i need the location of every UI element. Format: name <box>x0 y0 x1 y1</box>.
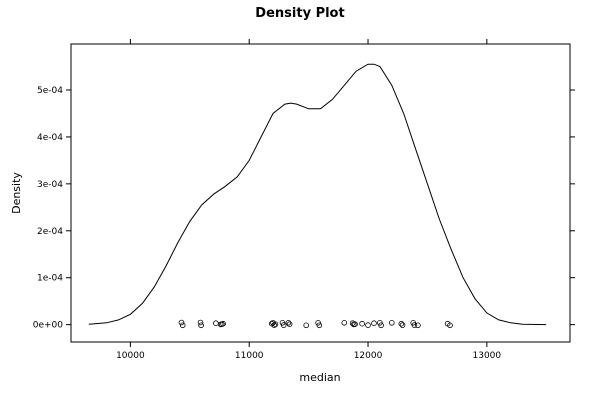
rug-point <box>272 321 279 328</box>
rug-point <box>398 320 405 327</box>
rug-point <box>341 319 348 326</box>
density-curve <box>88 63 547 326</box>
rug-point <box>285 319 292 326</box>
rug-point <box>213 320 219 327</box>
rug-point <box>388 319 395 326</box>
rug-point <box>359 320 365 327</box>
x-tick-label: 10000 <box>116 351 145 361</box>
rug-point <box>371 320 377 327</box>
y-tick-label: 1e-04 <box>37 274 63 284</box>
plot-frame <box>70 43 571 343</box>
rug-point <box>220 320 226 327</box>
rug-point <box>352 321 358 328</box>
rug-point <box>198 322 204 329</box>
y-tick-label: 3e-04 <box>37 180 63 190</box>
rug-point <box>447 322 453 329</box>
rug-point <box>271 322 278 328</box>
rug-point <box>179 322 186 329</box>
plot-area <box>88 63 547 329</box>
rug-point <box>399 322 406 328</box>
x-tick-label: 13000 <box>473 351 502 361</box>
chart-title: Density Plot <box>255 6 344 21</box>
x-tick-label: 12000 <box>354 351 383 361</box>
y-tick-label: 5e-04 <box>37 86 63 96</box>
rug-point <box>178 319 185 326</box>
x-axis: 10000 11000 12000 13000 <box>116 39 501 361</box>
rug-point <box>411 322 418 328</box>
y-axis: 0e+00 1e-04 2e-04 3e-04 4e-04 5e-04 <box>33 86 575 331</box>
x-axis-label: median <box>299 371 340 384</box>
rug-point <box>197 319 204 326</box>
rug-point <box>378 322 384 329</box>
y-tick-label: 4e-04 <box>37 133 63 143</box>
rug-point <box>286 321 293 328</box>
x-tick-label: 11000 <box>235 351 264 361</box>
rug-point <box>365 322 371 328</box>
y-tick-label: 2e-04 <box>37 227 63 237</box>
rug-point <box>280 322 287 328</box>
rug-point <box>415 322 421 329</box>
rug-point <box>303 322 310 329</box>
y-tick-label: 0e+00 <box>33 321 64 331</box>
rug-point <box>316 322 323 329</box>
y-axis-label: Density <box>10 172 23 214</box>
